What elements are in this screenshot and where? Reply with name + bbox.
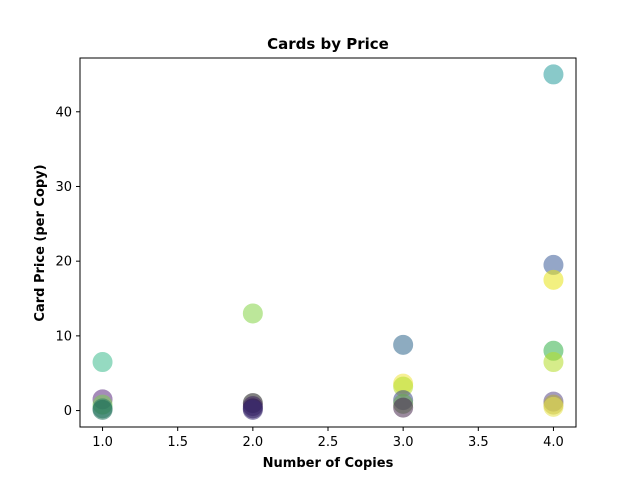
data-point-15 <box>393 397 414 418</box>
y-axis-label: Card Price (per Copy) <box>33 164 48 321</box>
plot-frame <box>79 57 577 428</box>
x-tick-label: 2.5 <box>318 435 339 450</box>
y-tick-label: 40 <box>55 105 72 120</box>
data-point-0 <box>92 352 113 373</box>
y-tick-label: 0 <box>64 404 72 419</box>
y-tick-label: 20 <box>55 255 72 270</box>
data-point-16 <box>543 64 564 85</box>
x-tick-label: 1.5 <box>167 435 188 450</box>
x-tick-label: 3.0 <box>393 435 414 450</box>
chart-title: Cards by Price <box>267 35 389 53</box>
y-tick-label: 10 <box>55 329 72 344</box>
data-point-20 <box>543 352 564 373</box>
x-tick-label: 3.5 <box>468 435 489 450</box>
x-tick-label: 1.0 <box>92 435 113 450</box>
y-axis-ticks: 0 10 20 30 40 <box>55 105 80 419</box>
x-axis-label: Number of Copies <box>263 456 394 471</box>
x-tick-label: 4.0 <box>543 435 564 450</box>
x-tick-label: 2.0 <box>243 435 264 450</box>
data-point-18 <box>543 269 564 290</box>
points-layer <box>92 64 564 420</box>
data-point-10 <box>393 334 414 355</box>
y-tick-label: 30 <box>55 180 72 195</box>
data-point-23 <box>543 396 564 417</box>
data-point-4 <box>92 399 113 420</box>
x-axis-ticks: 1.0 1.5 2.0 2.5 3.0 3.5 4.0 <box>92 427 564 450</box>
data-point-9 <box>242 399 263 420</box>
data-point-5 <box>242 303 263 324</box>
